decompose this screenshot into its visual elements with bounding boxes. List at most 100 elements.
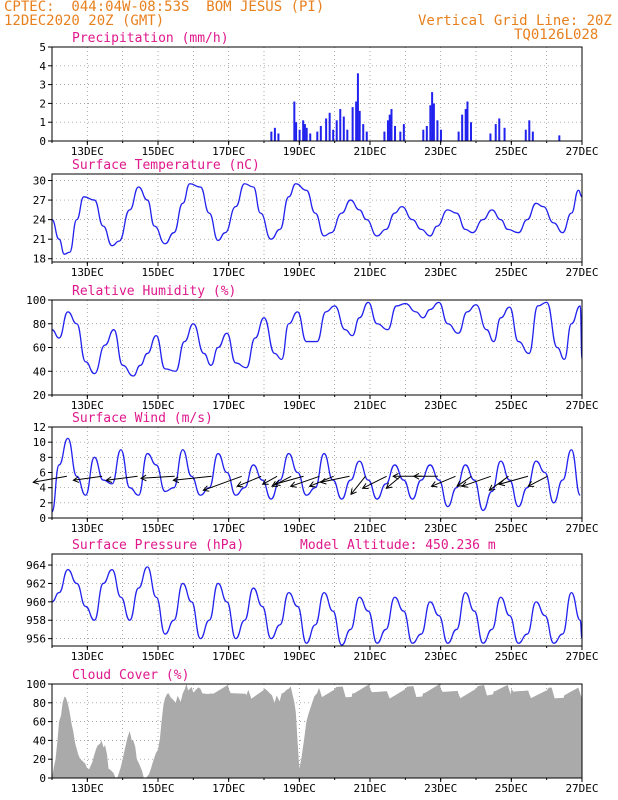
precip-bar bbox=[342, 116, 345, 141]
wind-arrow-head bbox=[350, 488, 357, 496]
rh-xtick-label: 19DEC bbox=[283, 399, 316, 412]
cloud-ytick-label: 40 bbox=[33, 734, 46, 747]
precip-bar bbox=[394, 125, 397, 141]
temp-panel bbox=[48, 173, 583, 266]
rh-ytick-label: 80 bbox=[33, 318, 46, 331]
temp-frame bbox=[51, 173, 583, 263]
wind-ytick-label: 10 bbox=[33, 436, 46, 449]
wind-arrow-head bbox=[139, 474, 147, 482]
wind-ytick-label: 12 bbox=[33, 421, 46, 434]
wind-arrow-head bbox=[172, 476, 180, 484]
precip-bar bbox=[422, 129, 425, 141]
precip-bar bbox=[277, 133, 280, 141]
wind-arrow-head bbox=[271, 481, 279, 487]
temp-ytick-label: 21 bbox=[33, 233, 46, 246]
precip-bar bbox=[469, 122, 472, 141]
wind-arrow bbox=[262, 475, 278, 485]
rh-xtick-label: 13DEC bbox=[71, 399, 104, 412]
press-xtick-label: 25DEC bbox=[495, 650, 528, 663]
precip-ytick-label: 5 bbox=[39, 41, 46, 54]
wind-arrow-head bbox=[273, 479, 281, 487]
precip-bar bbox=[305, 127, 308, 141]
precip-bar bbox=[466, 101, 469, 141]
wind-arrow-head bbox=[289, 481, 297, 488]
wind-ytick-label: 8 bbox=[39, 451, 46, 464]
precip-bar bbox=[386, 120, 389, 141]
wind-arrow bbox=[489, 475, 509, 491]
wind-arrow-head bbox=[202, 485, 210, 492]
wind-arrow bbox=[431, 475, 456, 487]
wind-xtick-label: 21DEC bbox=[353, 522, 386, 535]
precip-ytick-label: 4 bbox=[39, 60, 46, 73]
wind-xtick-label: 17DEC bbox=[212, 522, 245, 535]
precip-bar bbox=[464, 109, 467, 141]
cloud-title: Cloud Cover (%) bbox=[72, 668, 189, 683]
press-ytick-label: 958 bbox=[26, 614, 46, 627]
temp-xtick-label: 21DEC bbox=[353, 266, 386, 279]
precip-bar bbox=[325, 118, 328, 141]
temp-title: Surface Temperature (nC) bbox=[72, 158, 260, 173]
precip-bar bbox=[293, 101, 296, 141]
precip-bar bbox=[494, 124, 497, 141]
wind-arrow-head bbox=[385, 482, 393, 489]
precip-bar bbox=[362, 124, 365, 141]
cloud-area bbox=[52, 684, 582, 778]
rh-ytick-label: 60 bbox=[33, 342, 46, 355]
wind-ytick-label: 4 bbox=[39, 482, 46, 495]
rh-panel bbox=[48, 299, 583, 399]
precip-bar bbox=[356, 73, 359, 141]
precip-bar bbox=[303, 124, 306, 141]
wind-xtick-label: 13DEC bbox=[71, 522, 104, 535]
station-header: CPTEC: 044:04W-08:53S BOM JESUS (PI) bbox=[4, 0, 325, 15]
temp-xtick-label: 25DEC bbox=[495, 266, 528, 279]
precip-frame bbox=[51, 46, 583, 142]
wind-arrow-head bbox=[361, 483, 369, 490]
rh-series-line bbox=[51, 301, 583, 377]
press-xtick-label: 27DEC bbox=[565, 650, 598, 663]
precip-bar bbox=[332, 129, 335, 141]
cloud-xtick-label: 15DEC bbox=[141, 782, 174, 795]
wind-arrow-head bbox=[236, 481, 244, 488]
cloud-ytick-label: 0 bbox=[39, 772, 46, 785]
wind-arrow-head bbox=[308, 481, 316, 488]
cloud-xtick-label: 19DEC bbox=[283, 782, 316, 795]
precip-bar bbox=[309, 133, 312, 141]
cloud-ytick-label: 20 bbox=[33, 753, 46, 766]
press-series-line bbox=[51, 566, 583, 646]
temp-xtick-label: 15DEC bbox=[141, 266, 174, 279]
precip-bar bbox=[399, 131, 402, 141]
press-subtitle: Model Altitude: 450.236 m bbox=[300, 538, 496, 553]
temp-xtick-label: 19DEC bbox=[283, 266, 316, 279]
wind-arrow bbox=[73, 475, 103, 481]
wind-arrow bbox=[290, 475, 320, 487]
precip-bar bbox=[316, 131, 319, 141]
wind-arrow-head bbox=[488, 484, 496, 491]
press-xtick-label: 23DEC bbox=[424, 650, 457, 663]
precip-bar bbox=[402, 124, 405, 141]
precip-bar bbox=[436, 120, 439, 141]
cloud-panel bbox=[48, 683, 583, 782]
wind-arrow-head bbox=[430, 481, 438, 488]
temp-ytick-label: 18 bbox=[33, 253, 46, 266]
cloud-ytick-label: 80 bbox=[33, 697, 46, 710]
precip-bar bbox=[390, 109, 393, 141]
precip-bar bbox=[432, 103, 435, 141]
precip-xtick-label: 13DEC bbox=[71, 145, 104, 158]
temp-xtick-label: 23DEC bbox=[424, 266, 457, 279]
precip-bar bbox=[319, 125, 322, 141]
wind-arrow bbox=[456, 475, 472, 487]
precip-bar bbox=[273, 127, 276, 141]
wind-arrow bbox=[498, 475, 529, 485]
precip-xtick-label: 23DEC bbox=[424, 145, 457, 158]
precip-bar bbox=[270, 131, 273, 141]
wind-arrow bbox=[320, 475, 350, 483]
wind-arrow bbox=[386, 475, 402, 489]
precip-bar bbox=[302, 120, 305, 141]
press-panel bbox=[48, 553, 583, 650]
wind-arrow-head bbox=[105, 476, 113, 483]
precip-xtick-label: 25DEC bbox=[495, 145, 528, 158]
cloud-xtick-label: 25DEC bbox=[495, 782, 528, 795]
precip-xtick-label: 27DEC bbox=[565, 145, 598, 158]
wind-arrow-head bbox=[72, 476, 80, 483]
cloud-xtick-label: 13DEC bbox=[71, 782, 104, 795]
